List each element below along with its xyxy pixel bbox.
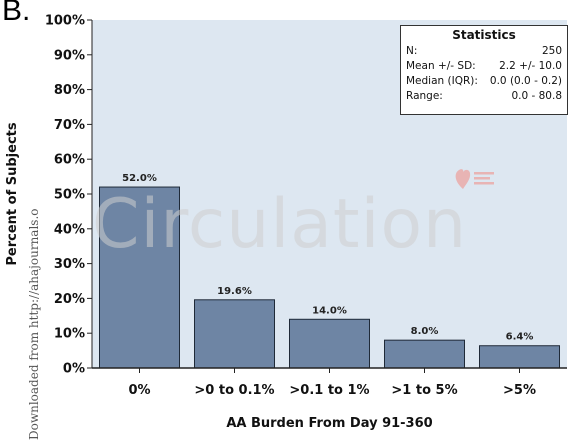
heart-logo-icon (452, 163, 498, 193)
stats-label: Median (IQR): (406, 74, 478, 89)
statistics-box: Statistics N: 250 Mean +/- SD: 2.2 +/- 1… (400, 25, 568, 115)
bar-value-label: 6.4% (506, 332, 534, 343)
y-tick-label: 40% (54, 222, 85, 237)
y-tick-label: 100% (45, 14, 85, 29)
stats-label: N: (406, 44, 417, 59)
statistics-title: Statistics (406, 28, 562, 42)
stats-value: 0.0 - 80.8 (511, 89, 562, 104)
y-tick-label: 30% (54, 257, 85, 272)
bar-value-label: 19.6% (217, 286, 252, 297)
x-tick-label: >5% (503, 383, 536, 398)
bar-value-label: 52.0% (122, 173, 157, 184)
bar-value-label: 14.0% (312, 305, 347, 316)
x-tick-label: 0% (128, 383, 150, 398)
x-tick-label: >1 to 5% (391, 383, 457, 398)
y-tick-label: 80% (54, 83, 85, 98)
y-tick-label: 20% (54, 292, 85, 307)
y-tick-label: 0% (63, 362, 85, 377)
stats-value: 2.2 +/- 10.0 (499, 59, 562, 74)
stats-row-median: Median (IQR): 0.0 (0.0 - 0.2) (406, 74, 562, 89)
bar-value-label: 8.0% (411, 326, 439, 337)
stats-row-n: N: 250 (406, 44, 562, 59)
stats-value: 0.0 (0.0 - 0.2) (490, 74, 562, 89)
bar (195, 300, 275, 368)
y-tick-label: 50% (54, 188, 85, 203)
y-axis-title: Percent of Subjects (5, 122, 20, 266)
stats-row-range: Range: 0.0 - 80.8 (406, 89, 562, 104)
bar (480, 346, 560, 368)
stats-row-mean: Mean +/- SD: 2.2 +/- 10.0 (406, 59, 562, 74)
y-tick-label: 10% (54, 327, 85, 342)
y-tick-label: 60% (54, 153, 85, 168)
x-tick-label: >0.1 to 1% (289, 383, 369, 398)
stats-label: Range: (406, 89, 443, 104)
x-axis-title: AA Burden From Day 91-360 (226, 416, 432, 431)
y-tick-label: 70% (54, 118, 85, 133)
x-tick-label: >0 to 0.1% (194, 383, 274, 398)
bar (100, 187, 180, 368)
y-tick-label: 90% (54, 48, 85, 63)
stats-label: Mean +/- SD: (406, 59, 476, 74)
download-note: Downloaded from http://ahajournals.o (27, 209, 41, 440)
bar (385, 340, 465, 368)
stats-value: 250 (542, 44, 562, 59)
bar (290, 319, 370, 368)
